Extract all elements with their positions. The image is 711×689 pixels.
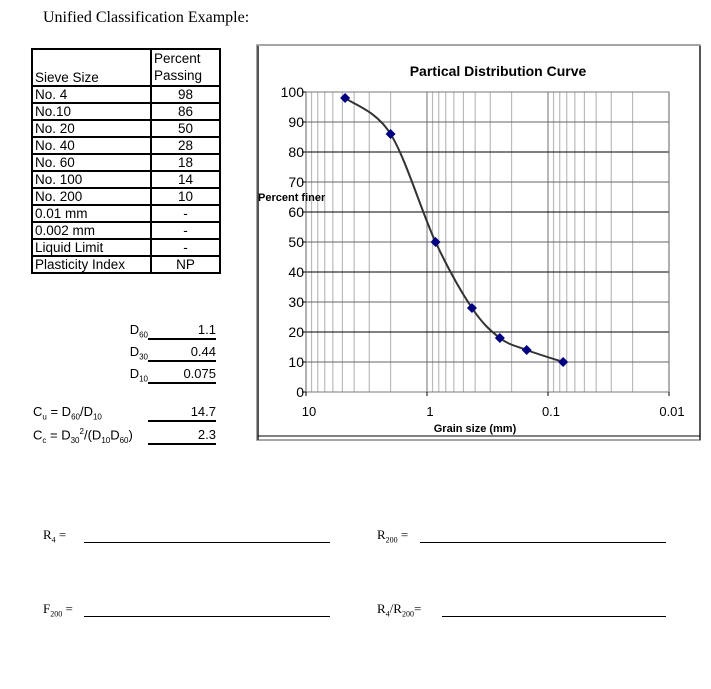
svg-text:0.01: 0.01	[659, 404, 684, 419]
header-percent-passing: Percent Passing	[150, 48, 221, 87]
cu-value: 14.7	[148, 404, 216, 422]
ratio-label: R4/R200=	[377, 601, 422, 619]
cc-formula: Cc = D302/(D10D60)	[33, 427, 133, 445]
header-sieve-size: Sieve Size	[31, 48, 152, 87]
sieve-table: Sieve Size Percent Passing No. 4 98 No.10 8…	[31, 48, 221, 274]
svg-text:100: 100	[281, 84, 305, 100]
data-point-marker	[385, 129, 396, 139]
data-point-marker	[558, 357, 569, 367]
x-axis-label: Grain size (mm)	[434, 423, 517, 435]
table-row: 0.01 mm -	[31, 204, 221, 223]
table-row: No. 100 14	[31, 170, 221, 189]
cu-formula: Cu = D60/D10	[33, 404, 102, 422]
data-point-marker	[521, 345, 532, 355]
f200-blank-line[interactable]	[84, 616, 330, 617]
y-axis-label: Percent finer	[258, 192, 326, 204]
r4-blank-line[interactable]	[84, 542, 330, 543]
svg-text:1: 1	[426, 404, 433, 419]
table-row: No. 4 98	[31, 85, 221, 104]
d10-label: D10	[129, 366, 148, 384]
table-row: 0.002 mm -	[31, 221, 221, 240]
data-point-marker	[494, 333, 505, 343]
r200-blank-line[interactable]	[420, 542, 666, 543]
table-row: Liquid Limit -	[31, 238, 221, 257]
svg-text:0.1: 0.1	[542, 404, 560, 419]
svg-text:80: 80	[288, 144, 304, 160]
table-row: Plasticity Index NP	[31, 255, 221, 274]
data-point-marker	[340, 93, 351, 103]
table-row: No. 40 28	[31, 136, 221, 155]
chart-title: Partical Distribution Curve	[410, 63, 587, 79]
y-axis-ticks: 0 10 20 30 40 50 60 70 80 90 100	[281, 84, 306, 400]
svg-text:0: 0	[296, 384, 304, 400]
d30-label: D30	[129, 344, 148, 362]
svg-text:20: 20	[288, 324, 304, 340]
d10-value: 0.075	[148, 366, 216, 384]
d60-label: D60	[129, 322, 148, 340]
d30-value: 0.44	[148, 344, 216, 362]
table-header-row: Sieve Size Percent Passing	[31, 48, 221, 87]
particle-distribution-chart: Partical Distribution Curve 0 10 20 30 40 50 6…	[256, 44, 701, 441]
page-title: Unified Classification Example:	[43, 9, 250, 26]
svg-text:30: 30	[288, 294, 304, 310]
svg-text:10: 10	[288, 354, 304, 370]
svg-text:60: 60	[288, 204, 304, 220]
svg-text:40: 40	[288, 264, 304, 280]
f200-label: F200 =	[43, 601, 73, 619]
svg-text:90: 90	[288, 114, 304, 130]
svg-text:10: 10	[302, 404, 316, 419]
table-row: No.10 86	[31, 102, 221, 121]
data-markers	[340, 93, 569, 367]
table-row: No. 200 10	[31, 187, 221, 206]
data-point-marker	[430, 237, 441, 247]
d60-value: 1.1	[148, 322, 216, 340]
svg-text:70: 70	[288, 174, 304, 190]
cc-value: 2.3	[148, 427, 216, 445]
r200-label: R200 =	[377, 527, 409, 545]
x-axis-ticks: 10 1 0.1 0.01	[302, 392, 685, 419]
table-row: No. 20 50	[31, 119, 221, 138]
ratio-blank-line[interactable]	[442, 616, 666, 617]
table-row: No. 60 18	[31, 153, 221, 172]
svg-text:50: 50	[288, 234, 304, 250]
data-point-marker	[466, 303, 477, 313]
r4-label: R4 =	[43, 527, 67, 545]
